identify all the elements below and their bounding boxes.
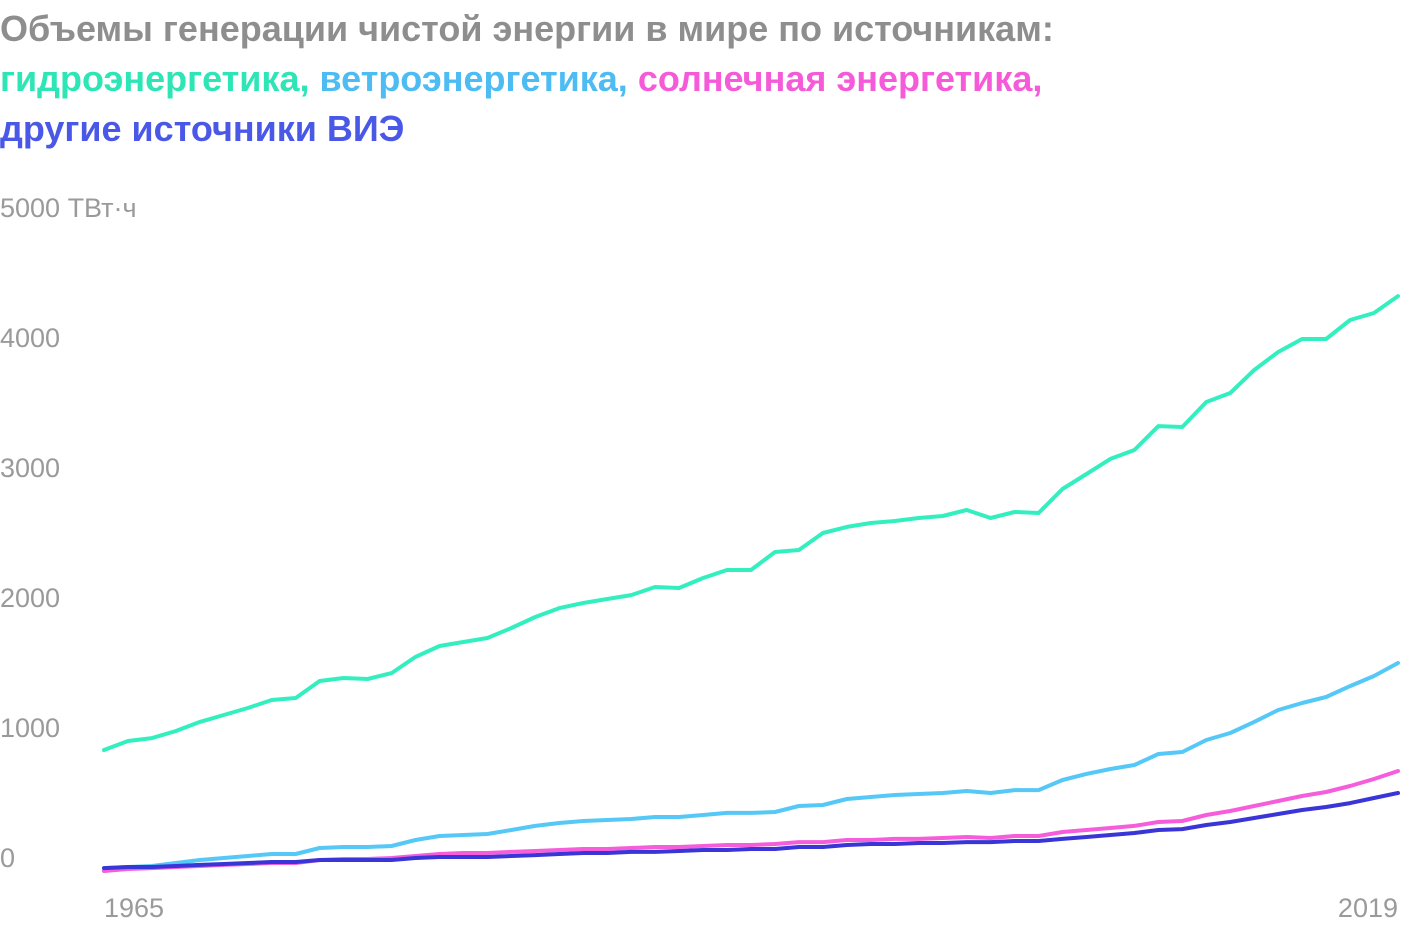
legend-entry: другие источники ВИЭ xyxy=(0,108,405,149)
x-tick-label: 1965 xyxy=(104,893,164,923)
legend-line: гидроэнергетика, ветроэнергетика, солнеч… xyxy=(0,54,1054,104)
legend-entry: гидроэнергетика, xyxy=(0,58,310,99)
chart-title: Объемы генерации чистой энергии в мире п… xyxy=(0,8,1054,49)
y-tick-label: 2000 xyxy=(0,583,60,613)
series-line xyxy=(102,294,1400,752)
legend-line: другие источники ВИЭ xyxy=(0,104,1054,154)
y-tick-label: 3000 xyxy=(0,453,60,483)
y-tick-label: 4000 xyxy=(0,323,60,353)
y-tick-label: 5000 ТВт·ч xyxy=(0,193,137,223)
series-line xyxy=(102,769,1400,873)
legend-entry: солнечная энергетика, xyxy=(637,58,1043,99)
legend-entry: ветроэнергетика, xyxy=(319,58,628,99)
series-line xyxy=(102,791,1400,871)
y-tick-label: 0 xyxy=(0,843,15,873)
header: Объемы генерации чистой энергии в мире п… xyxy=(0,4,1054,154)
series-line xyxy=(102,661,1400,871)
x-tick-label: 2019 xyxy=(1338,893,1398,923)
y-tick-label: 1000 xyxy=(0,713,60,743)
